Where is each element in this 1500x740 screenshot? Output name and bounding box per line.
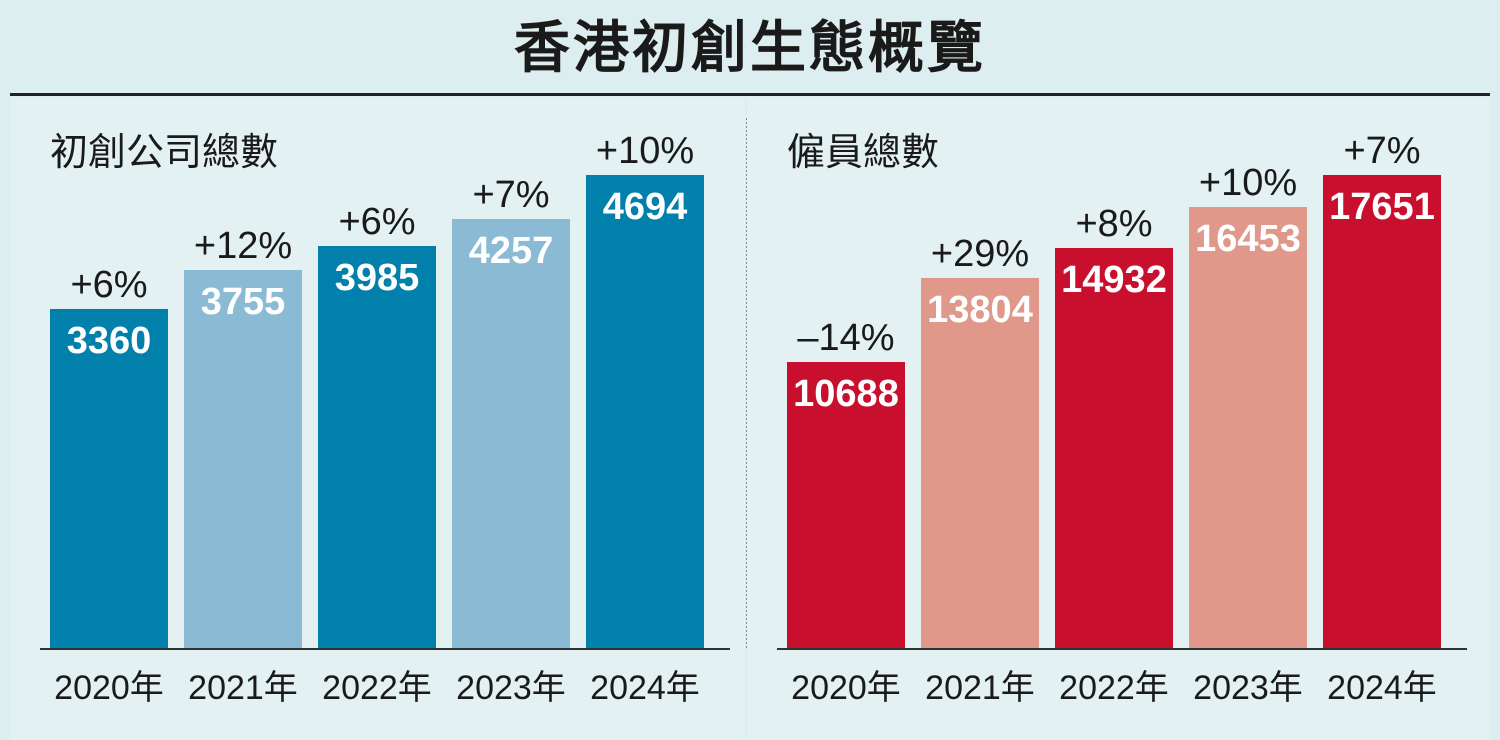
- startups-year-label: 2020年: [54, 669, 164, 707]
- startups-baseline: [40, 648, 730, 650]
- startups-change-label: +12%: [193, 225, 293, 267]
- title-rule: [10, 93, 1490, 96]
- startups-bar: [318, 246, 436, 648]
- startups-bar: [184, 270, 302, 648]
- employees-chart-panel: 僱員總數 10688 –14% 2020年 13804 +29% 2021年 14932 +8…: [747, 97, 1490, 740]
- employees-year-label: 2021年: [925, 669, 1035, 707]
- startups-chart-title: 初創公司總數: [50, 132, 279, 174]
- startups-value-label: 3755: [200, 281, 286, 323]
- startups-bar: [452, 219, 570, 648]
- employees-value-label: 17651: [1329, 186, 1435, 228]
- employees-change-label: +8%: [1075, 203, 1153, 245]
- employees-value-label: 14932: [1061, 259, 1167, 301]
- employees-bar: [1055, 248, 1173, 648]
- employees-value-label: 10688: [793, 373, 899, 415]
- startups-change-label: +6%: [70, 264, 148, 306]
- startups-bar: [586, 175, 704, 648]
- employees-baseline: [777, 648, 1467, 650]
- employees-year-label: 2022年: [1059, 669, 1169, 707]
- employees-bar: [1189, 207, 1307, 648]
- employees-change-label: +10%: [1198, 162, 1298, 204]
- employees-year-label: 2023年: [1193, 669, 1303, 707]
- startups-chart-panel: 初創公司總數 3360 +6% 2020年 3755 +12% 2021年 3985 +6% 2…: [10, 97, 745, 740]
- startups-change-label: +7%: [472, 174, 550, 216]
- employees-change-label: +29%: [930, 233, 1030, 275]
- employees-bar: [921, 278, 1039, 648]
- startups-year-label: 2023年: [456, 669, 566, 707]
- employees-year-label: 2024年: [1327, 669, 1437, 707]
- startups-value-label: 3985: [334, 257, 420, 299]
- employees-bar: [1323, 175, 1441, 648]
- startups-bar: [50, 309, 168, 648]
- employees-change-label: –14%: [797, 317, 895, 359]
- startups-year-label: 2021年: [188, 669, 298, 707]
- employees-change-label: +7%: [1343, 130, 1421, 172]
- employees-chart-title: 僱員總數: [787, 132, 940, 174]
- employees-value-label: 13804: [927, 289, 1033, 331]
- startups-change-label: +6%: [338, 201, 416, 243]
- startups-year-label: 2024年: [590, 669, 700, 707]
- employees-bar: [787, 362, 905, 648]
- employees-year-label: 2020年: [791, 669, 901, 707]
- startups-year-label: 2022年: [322, 669, 432, 707]
- page-title: 香港初創生態概覽: [514, 16, 986, 79]
- startups-change-label: +10%: [595, 130, 695, 172]
- startups-value-label: 4257: [468, 230, 554, 272]
- startups-value-label: 4694: [602, 186, 688, 228]
- employees-value-label: 16453: [1195, 218, 1301, 260]
- startups-value-label: 3360: [66, 320, 152, 362]
